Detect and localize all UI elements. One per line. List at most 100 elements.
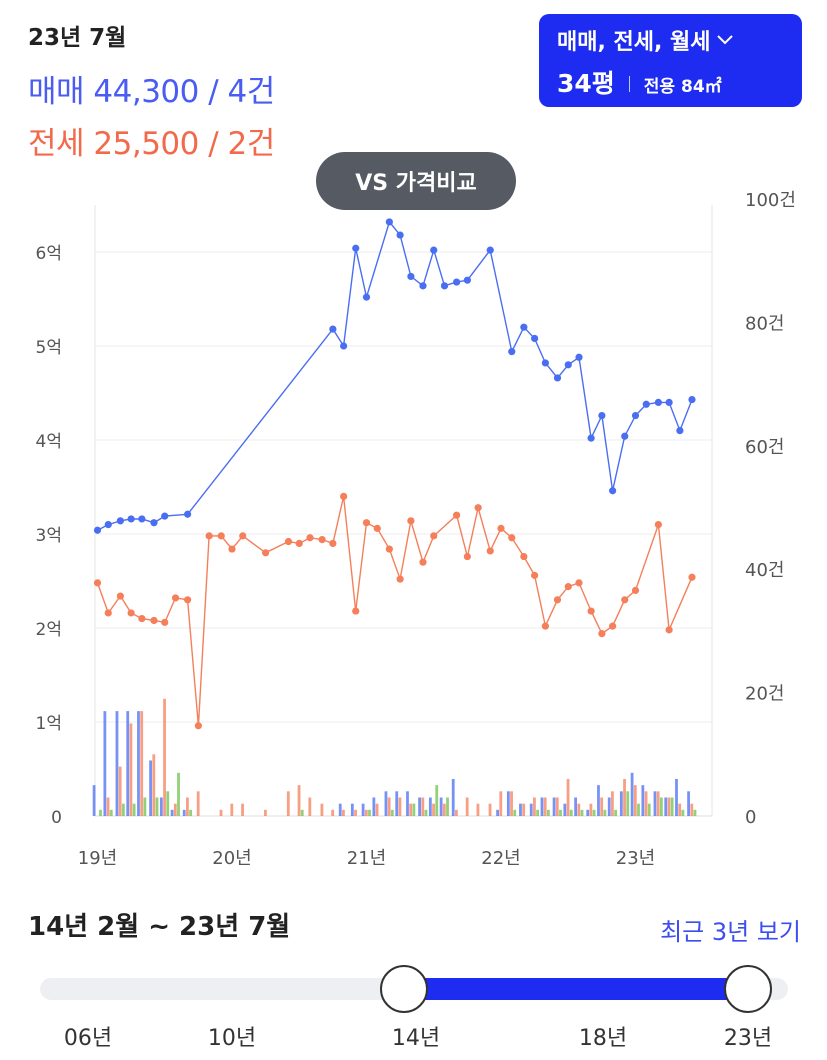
sale-volume-bar bbox=[552, 797, 556, 816]
sale-volume-bar bbox=[182, 809, 186, 816]
monthly-volume-bar bbox=[424, 809, 428, 816]
y-tick-left: 3억 bbox=[36, 526, 62, 546]
jeonse-price-point bbox=[150, 616, 158, 625]
monthly-volume-bar bbox=[166, 791, 170, 816]
monthly-volume-bar bbox=[592, 809, 596, 816]
sale-volume-bar bbox=[395, 791, 399, 816]
sale-price-line bbox=[97, 220, 693, 531]
sale-price-point bbox=[598, 411, 606, 420]
sale-price-point bbox=[631, 411, 640, 420]
monthly-volume-bar bbox=[546, 809, 550, 816]
jeonse-volume-bar bbox=[230, 803, 234, 816]
jeonse-volume-bar bbox=[286, 791, 290, 816]
sale-summary: 매매 44,300 / 4건 bbox=[28, 74, 275, 110]
jeonse-volume-bar bbox=[510, 791, 513, 816]
sale-volume-bar bbox=[540, 797, 544, 816]
sale-volume-bar bbox=[653, 791, 657, 816]
sale-volume-bar bbox=[675, 778, 678, 816]
jeonse-volume-bar bbox=[656, 791, 660, 816]
jeonse-volume-bar bbox=[644, 791, 648, 816]
sale-price-point bbox=[329, 325, 337, 333]
jeonse-volume-bar bbox=[442, 803, 446, 816]
sale-price-point bbox=[396, 231, 404, 239]
jeonse-volume-bar bbox=[387, 797, 391, 816]
jeonse-price-point bbox=[171, 594, 180, 602]
period-slider-end-handle[interactable] bbox=[724, 965, 772, 1013]
range-title: 14년 2월 ~ 23년 7월 bbox=[28, 912, 291, 942]
monthly-volume-bar bbox=[670, 797, 674, 816]
sale-price-point bbox=[453, 278, 461, 286]
sale-volume-bar bbox=[338, 803, 342, 816]
sale-price-point bbox=[541, 359, 549, 367]
y-tick-right: 60건 bbox=[745, 437, 784, 458]
sale-price-point bbox=[430, 246, 438, 254]
jeonse-volume-bar bbox=[432, 803, 435, 816]
jeonse-price-point bbox=[497, 524, 505, 532]
chevron-down-icon bbox=[717, 35, 734, 45]
sale-price-point bbox=[385, 218, 393, 226]
vs-price-compare-button[interactable]: VS 가격비교 bbox=[316, 152, 516, 210]
jeonse-price-point bbox=[575, 579, 583, 587]
monthly-volume-bar bbox=[132, 803, 136, 816]
jeonse-price-line bbox=[96, 496, 693, 726]
sale-price-point bbox=[621, 432, 629, 440]
y-tick-left: 6억 bbox=[36, 244, 62, 264]
jeonse-price-point bbox=[621, 596, 629, 604]
y-tick-left: 2억 bbox=[36, 620, 62, 640]
jeonse-volume-bar bbox=[342, 809, 345, 816]
jeonse-price-point bbox=[654, 521, 662, 529]
jeonse-price-point bbox=[228, 545, 236, 553]
jeonse-volume-bar bbox=[163, 698, 166, 816]
jeonse-volume-bar bbox=[678, 803, 682, 816]
divider bbox=[628, 76, 630, 92]
monthly-volume-bar bbox=[390, 809, 394, 816]
recent-3-years-link[interactable]: 최근 3년 보기 bbox=[660, 918, 801, 946]
sale-price-point bbox=[642, 400, 650, 408]
jeonse-volume-bar bbox=[589, 803, 593, 816]
sale-price-point bbox=[575, 353, 583, 361]
jeonse-price-point bbox=[340, 492, 348, 500]
sale-volume-bar bbox=[563, 803, 567, 816]
jeonse-volume-bar bbox=[308, 797, 312, 816]
jeonse-price-point bbox=[329, 539, 337, 548]
jeonse-price-point bbox=[284, 537, 293, 546]
sale-price-point bbox=[352, 244, 360, 252]
exclusive-area-label: 전용 84㎡ bbox=[643, 77, 722, 97]
jeonse-volume-bar bbox=[455, 809, 458, 816]
period-slider-start-handle[interactable] bbox=[380, 965, 428, 1013]
monthly-volume-bar bbox=[681, 809, 685, 816]
sale-volume-bar bbox=[607, 797, 611, 816]
jeonse-price-point bbox=[430, 532, 438, 540]
jeonse-price-point bbox=[463, 552, 471, 561]
sale-volume-bar bbox=[372, 797, 376, 816]
monthly-volume-bar bbox=[300, 809, 304, 816]
monthly-volume-bar bbox=[693, 809, 697, 816]
monthly-volume-bar bbox=[143, 797, 147, 816]
sale-price-point bbox=[486, 246, 494, 254]
sale-price-point bbox=[587, 434, 595, 442]
monthly-volume-bar bbox=[626, 791, 630, 816]
y-tick-right: 100건 bbox=[745, 190, 796, 211]
jeonse-volume-bar bbox=[173, 803, 177, 816]
jeonse-volume-bar bbox=[264, 809, 267, 816]
jeonse-price-point bbox=[587, 607, 595, 615]
sale-price-point bbox=[665, 398, 673, 406]
monthly-volume-bar bbox=[513, 809, 517, 816]
sale-volume-bar bbox=[137, 711, 140, 816]
jeonse-volume-bar bbox=[129, 723, 133, 816]
deal-type-filter-button[interactable]: 매매, 전세, 월세 34평 전용 84㎡ bbox=[539, 14, 802, 107]
sale-volume-bar bbox=[428, 797, 432, 816]
sale-volume-bar bbox=[529, 803, 533, 816]
jeonse-volume-bar bbox=[409, 803, 413, 816]
jeonse-volume-bar bbox=[219, 809, 223, 816]
y-tick-left: 1억 bbox=[36, 714, 62, 734]
sale-volume-bar bbox=[350, 803, 354, 816]
jeonse-volume-bar bbox=[297, 785, 301, 816]
sale-price-point bbox=[161, 512, 169, 520]
jeonse-price-point bbox=[93, 579, 102, 587]
jeonse-price-point bbox=[508, 534, 516, 542]
sale-volume-bar bbox=[103, 711, 107, 816]
jeonse-volume-bar bbox=[623, 778, 626, 816]
sale-price-point bbox=[688, 395, 696, 404]
monthly-volume-bar bbox=[109, 809, 113, 816]
